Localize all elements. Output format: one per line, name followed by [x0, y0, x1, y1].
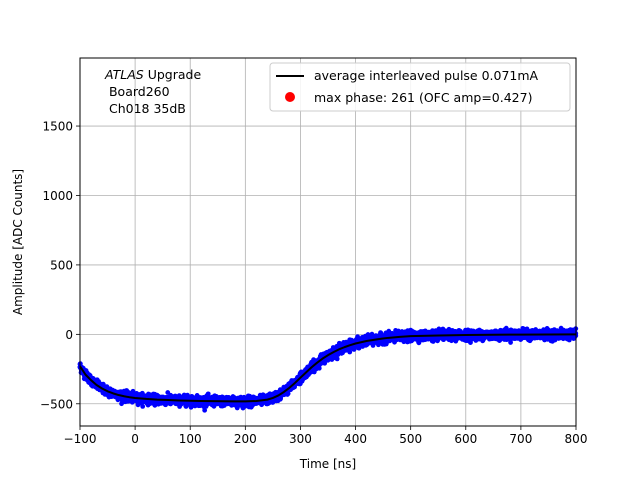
x-tick-label: 600 — [454, 432, 477, 446]
y-tick-label: −500 — [40, 397, 73, 411]
y-tick-label: 1000 — [42, 189, 73, 203]
annotation-atlas-label: ATLAS — [104, 67, 144, 82]
x-tick-label: 300 — [289, 432, 312, 446]
scatter-point — [205, 391, 211, 397]
x-axis-title: Time [ns] — [299, 457, 356, 471]
scatter-point — [347, 349, 353, 355]
legend-box — [269, 62, 571, 112]
x-tick-label: 400 — [344, 432, 367, 446]
y-tick-label: 0 — [65, 328, 73, 342]
scatter-point — [508, 340, 513, 345]
legend-dot-icon — [285, 92, 295, 102]
y-tick-label: 500 — [50, 258, 73, 272]
annotation-channel-label: Ch018 35dB — [105, 101, 186, 116]
scatter-point — [351, 347, 357, 352]
axis-ticks: −100 0 100 200 300 400 500 600 700 800 −500 0 500 100… — [40, 120, 587, 446]
average-pulse-line — [79, 333, 577, 403]
x-tick-label: 200 — [234, 432, 257, 446]
x-tick-label: 500 — [399, 432, 422, 446]
legend-label-max-phase: max phase: 261 (OFC amp=0.427) — [314, 90, 532, 105]
svg-text:ATLAS Upgrade: ATLAS Upgrade — [104, 67, 201, 82]
x-tick-label: 800 — [565, 432, 588, 446]
x-tick-label: 0 — [131, 432, 139, 446]
plot-data — [77, 325, 579, 413]
y-tick-label: 1500 — [42, 120, 73, 134]
x-tick-label: 100 — [179, 432, 202, 446]
x-tick-label: −100 — [64, 432, 97, 446]
scatter-point — [316, 365, 322, 371]
annotation-board-label: Board260 — [105, 84, 170, 99]
scatter-point — [202, 407, 208, 413]
legend: average interleaved pulse 0.071mA max ph… — [269, 62, 571, 112]
y-axis-title: Amplitude [ADC Counts] — [11, 169, 25, 315]
annotation-upgrade-label: Upgrade — [144, 67, 202, 82]
legend-label-average-pulse: average interleaved pulse 0.071mA — [314, 68, 539, 83]
scatter-point — [140, 403, 146, 409]
scatter-point — [334, 356, 340, 362]
atlas-annotation: ATLAS Upgrade Board260 Ch018 35dB — [104, 67, 201, 116]
scatter-point — [285, 391, 291, 396]
x-tick-label: 700 — [509, 432, 532, 446]
plot-frame — [79, 57, 577, 427]
